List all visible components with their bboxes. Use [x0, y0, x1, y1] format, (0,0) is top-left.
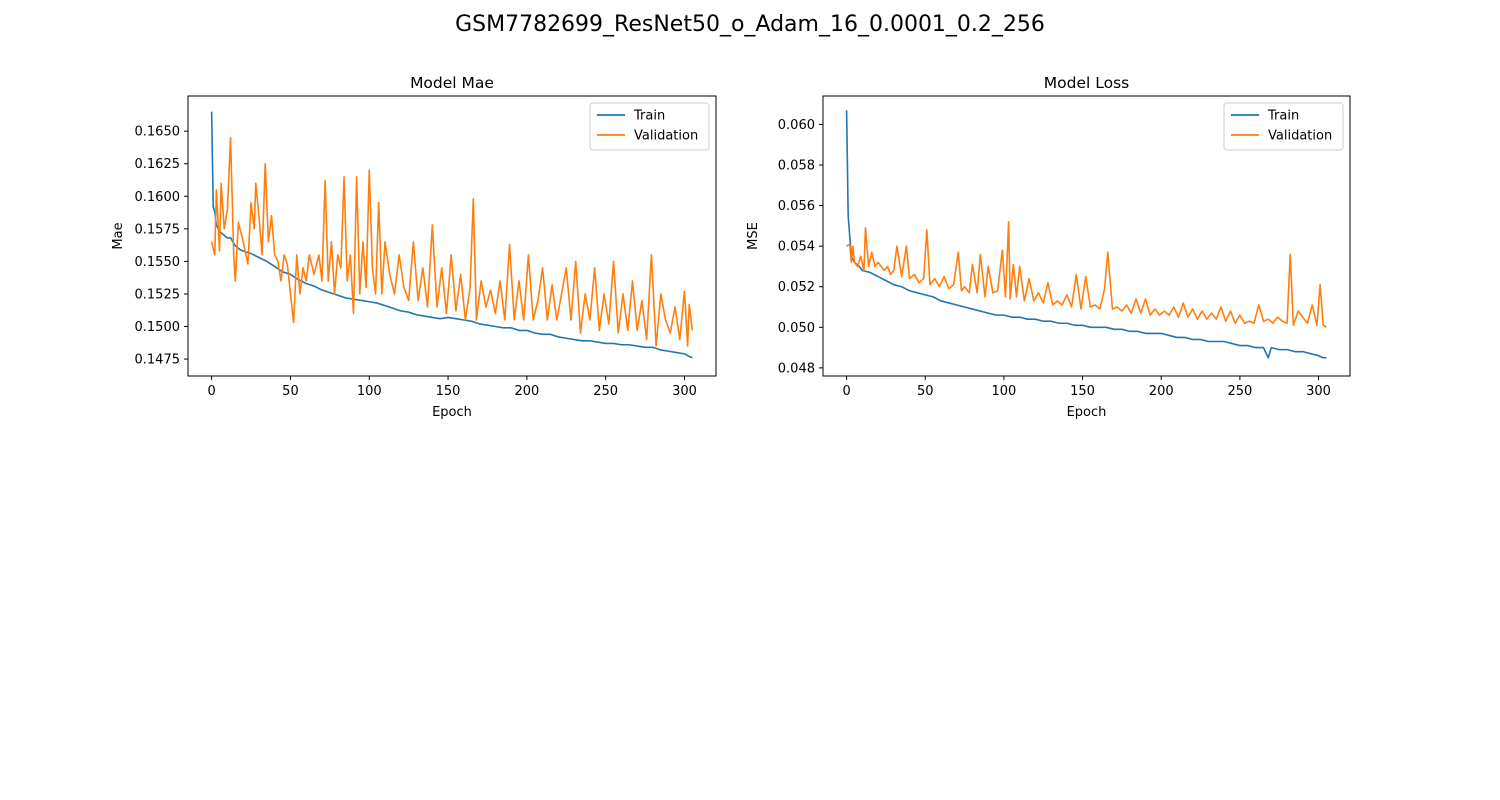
- y-tick-label: 0.1650: [135, 125, 181, 140]
- y-tick-label: 0.1625: [135, 157, 181, 172]
- x-tick-label: 200: [1149, 384, 1174, 399]
- legend-label-validation: Validation: [1268, 129, 1332, 144]
- y-tick-label: 0.050: [778, 321, 815, 336]
- y-tick-label: 0.048: [778, 361, 815, 376]
- y-tick-label: 0.052: [778, 280, 815, 295]
- legend-label-train: Train: [633, 109, 665, 124]
- x-axis-label: Epoch: [432, 405, 472, 420]
- series-line-train: [210, 111, 693, 359]
- figure-title: GSM7782699_ResNet50_o_Adam_16_0.0001_0.2…: [455, 12, 1045, 37]
- x-axis-label: Epoch: [1067, 405, 1107, 420]
- x-tick-label: 50: [917, 384, 934, 399]
- series-line-validation: [846, 221, 1327, 328]
- x-tick-label: 200: [514, 384, 539, 399]
- legend-label-validation: Validation: [634, 129, 698, 144]
- y-tick-label: 0.1575: [135, 222, 181, 237]
- y-tick-label: 0.1600: [135, 190, 181, 205]
- y-tick-label: 0.1550: [135, 255, 181, 270]
- chart-panel-1: Model Mae 0 50 100 150 200 250 300 0.1475 0.1500 0…: [111, 74, 717, 420]
- y-tick-label: 0.1500: [135, 320, 181, 335]
- plot-frame: [187, 95, 717, 377]
- legend: Train Validation: [589, 102, 710, 151]
- y-tick-label: 0.056: [778, 199, 815, 214]
- y-axis-label: MSE: [746, 222, 761, 250]
- x-tick-label: 300: [672, 384, 697, 399]
- x-tick-label: 50: [282, 384, 299, 399]
- y-tick-label: 0.1475: [135, 353, 181, 368]
- y-tick-label: 0.054: [778, 240, 815, 255]
- series-line-train: [845, 110, 1327, 359]
- y-tick-label: 0.060: [778, 118, 815, 133]
- x-tick-label: 250: [593, 384, 618, 399]
- legend: Train Validation: [1223, 102, 1344, 151]
- x-tick-label: 0: [842, 384, 850, 399]
- y-tick-label: 0.058: [778, 158, 815, 173]
- chart-panel-2: Model Loss 0 50 100 150 200 250 300 0.048 0.050 0.…: [746, 74, 1351, 420]
- x-tick-label: 150: [436, 384, 461, 399]
- plot-frame: [822, 95, 1351, 377]
- x-tick-label: 150: [1070, 384, 1095, 399]
- plot-area: [845, 110, 1327, 359]
- chart-title: Model Mae: [410, 74, 494, 92]
- x-tick-label: 100: [357, 384, 382, 399]
- legend-label-train: Train: [1267, 109, 1299, 124]
- x-tick-label: 0: [208, 384, 216, 399]
- series-line-validation: [210, 136, 694, 347]
- x-tick-label: 100: [991, 384, 1016, 399]
- plot-area: [210, 111, 694, 359]
- chart-title: Model Loss: [1044, 74, 1129, 92]
- x-tick-label: 300: [1306, 384, 1331, 399]
- x-tick-label: 250: [1227, 384, 1252, 399]
- y-tick-label: 0.1525: [135, 287, 181, 302]
- y-axis-label: Mae: [111, 222, 126, 249]
